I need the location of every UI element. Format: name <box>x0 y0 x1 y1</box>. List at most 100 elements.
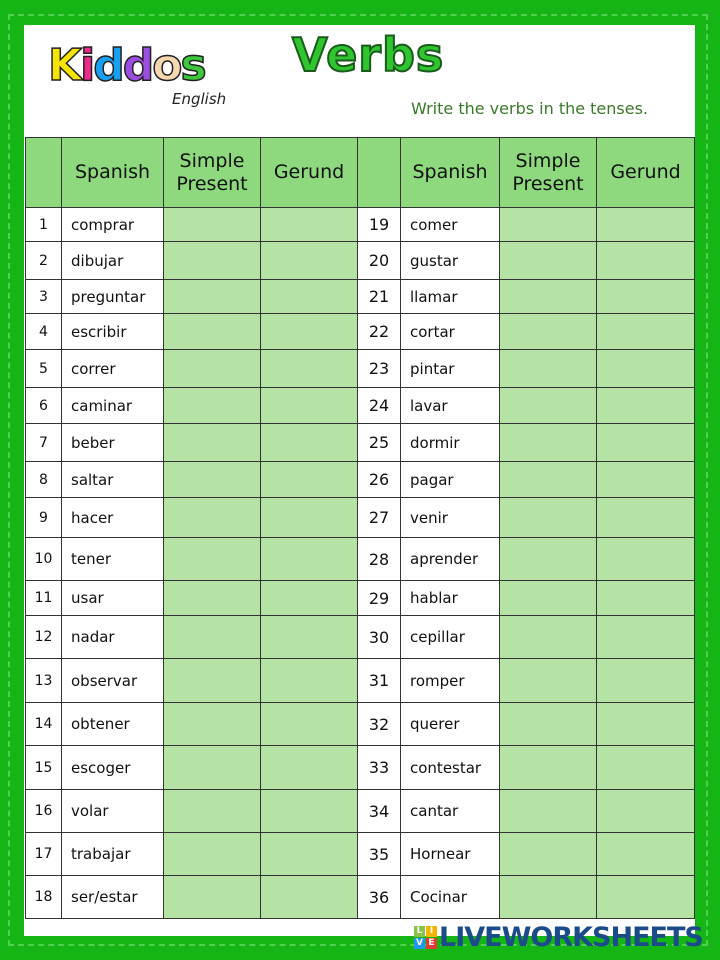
simple-present-input[interactable] <box>164 323 260 341</box>
gerund-cell <box>596 423 695 462</box>
simple-present-cell <box>163 313 261 350</box>
gerund-input[interactable] <box>597 360 694 378</box>
row-number: 1 <box>25 207 62 242</box>
simple-present-input[interactable] <box>164 889 260 906</box>
gerund-input[interactable] <box>597 846 694 863</box>
simple-present-input[interactable] <box>500 397 596 415</box>
row-number: 22 <box>357 313 401 350</box>
gerund-input[interactable] <box>261 551 357 568</box>
gerund-input[interactable] <box>261 716 357 733</box>
simple-present-input[interactable] <box>500 288 596 306</box>
simple-present-input[interactable] <box>500 252 596 270</box>
simple-present-input[interactable] <box>164 252 260 270</box>
simple-present-input[interactable] <box>164 629 260 646</box>
gerund-input[interactable] <box>597 551 694 568</box>
simple-present-input[interactable] <box>500 471 596 489</box>
gerund-input[interactable] <box>597 471 694 489</box>
row-number: 27 <box>357 497 401 538</box>
gerund-cell <box>596 537 695 581</box>
gerund-input[interactable] <box>261 323 357 341</box>
simple-present-cell <box>499 461 597 498</box>
simple-present-input[interactable] <box>500 360 596 378</box>
gerund-input[interactable] <box>261 434 357 452</box>
spanish-verb: correr <box>61 349 164 388</box>
simple-present-cell <box>499 537 597 581</box>
gerund-input[interactable] <box>261 288 357 306</box>
logo-subtext: English <box>172 90 227 108</box>
simple-present-input[interactable] <box>500 846 596 863</box>
gerund-input[interactable] <box>261 803 357 820</box>
gerund-input[interactable] <box>597 216 694 234</box>
simple-present-cell <box>499 423 597 462</box>
gerund-input[interactable] <box>261 252 357 270</box>
gerund-input[interactable] <box>597 397 694 415</box>
gerund-input[interactable] <box>261 471 357 489</box>
simple-present-input[interactable] <box>500 216 596 234</box>
gerund-input[interactable] <box>597 288 694 306</box>
gerund-input[interactable] <box>261 759 357 777</box>
gerund-input[interactable] <box>597 434 694 452</box>
simple-present-input[interactable] <box>164 216 260 234</box>
gerund-input[interactable] <box>261 846 357 863</box>
gerund-input[interactable] <box>261 360 357 378</box>
simple-present-input[interactable] <box>500 672 596 690</box>
simple-present-input[interactable] <box>164 360 260 378</box>
gerund-input[interactable] <box>261 629 357 646</box>
simple-present-input[interactable] <box>164 471 260 489</box>
simple-present-input[interactable] <box>164 846 260 863</box>
simple-present-input[interactable] <box>164 803 260 820</box>
gerund-input[interactable] <box>597 759 694 777</box>
gerund-input[interactable] <box>597 672 694 690</box>
gerund-input[interactable] <box>597 323 694 341</box>
gerund-input[interactable] <box>597 590 694 607</box>
simple-present-input[interactable] <box>164 509 260 527</box>
row-number: 7 <box>25 423 62 462</box>
simple-present-input[interactable] <box>164 288 260 306</box>
gerund-cell <box>260 580 358 616</box>
row-number: 15 <box>25 745 62 790</box>
table-row: 10 tener 28 aprender <box>25 537 695 581</box>
gerund-input[interactable] <box>597 252 694 270</box>
gerund-input[interactable] <box>261 397 357 415</box>
simple-present-input[interactable] <box>500 509 596 527</box>
spanish-verb: saltar <box>61 461 164 498</box>
gerund-input[interactable] <box>261 889 357 906</box>
row-number: 13 <box>25 658 62 703</box>
gerund-input[interactable] <box>261 216 357 234</box>
simple-present-input[interactable] <box>164 672 260 690</box>
gerund-input[interactable] <box>261 590 357 607</box>
gerund-cell <box>596 461 695 498</box>
simple-present-input[interactable] <box>164 716 260 733</box>
spanish-verb: caminar <box>61 387 164 424</box>
simple-present-input[interactable] <box>164 434 260 452</box>
simple-present-input[interactable] <box>500 716 596 733</box>
gerund-input[interactable] <box>597 889 694 906</box>
gerund-cell <box>260 789 358 833</box>
simple-present-input[interactable] <box>500 551 596 568</box>
gerund-input[interactable] <box>261 672 357 690</box>
simple-present-input[interactable] <box>500 759 596 777</box>
simple-present-input[interactable] <box>500 803 596 820</box>
gerund-cell <box>596 832 695 876</box>
simple-present-input[interactable] <box>500 434 596 452</box>
simple-present-input[interactable] <box>500 889 596 906</box>
gerund-input[interactable] <box>597 509 694 527</box>
simple-present-input[interactable] <box>500 629 596 646</box>
spanish-verb: cepillar <box>400 615 500 659</box>
header-number <box>25 137 62 208</box>
gerund-input[interactable] <box>597 629 694 646</box>
row-number: 25 <box>357 423 401 462</box>
spanish-verb: contestar <box>400 745 500 790</box>
simple-present-input[interactable] <box>164 759 260 777</box>
simple-present-input[interactable] <box>164 590 260 607</box>
gerund-input[interactable] <box>597 803 694 820</box>
simple-present-input[interactable] <box>500 590 596 607</box>
simple-present-input[interactable] <box>164 551 260 568</box>
simple-present-input[interactable] <box>164 397 260 415</box>
gerund-input[interactable] <box>597 716 694 733</box>
simple-present-input[interactable] <box>500 323 596 341</box>
spanish-verb: dibujar <box>61 241 164 280</box>
simple-present-cell <box>499 702 597 746</box>
gerund-cell <box>260 241 358 280</box>
gerund-input[interactable] <box>261 509 357 527</box>
